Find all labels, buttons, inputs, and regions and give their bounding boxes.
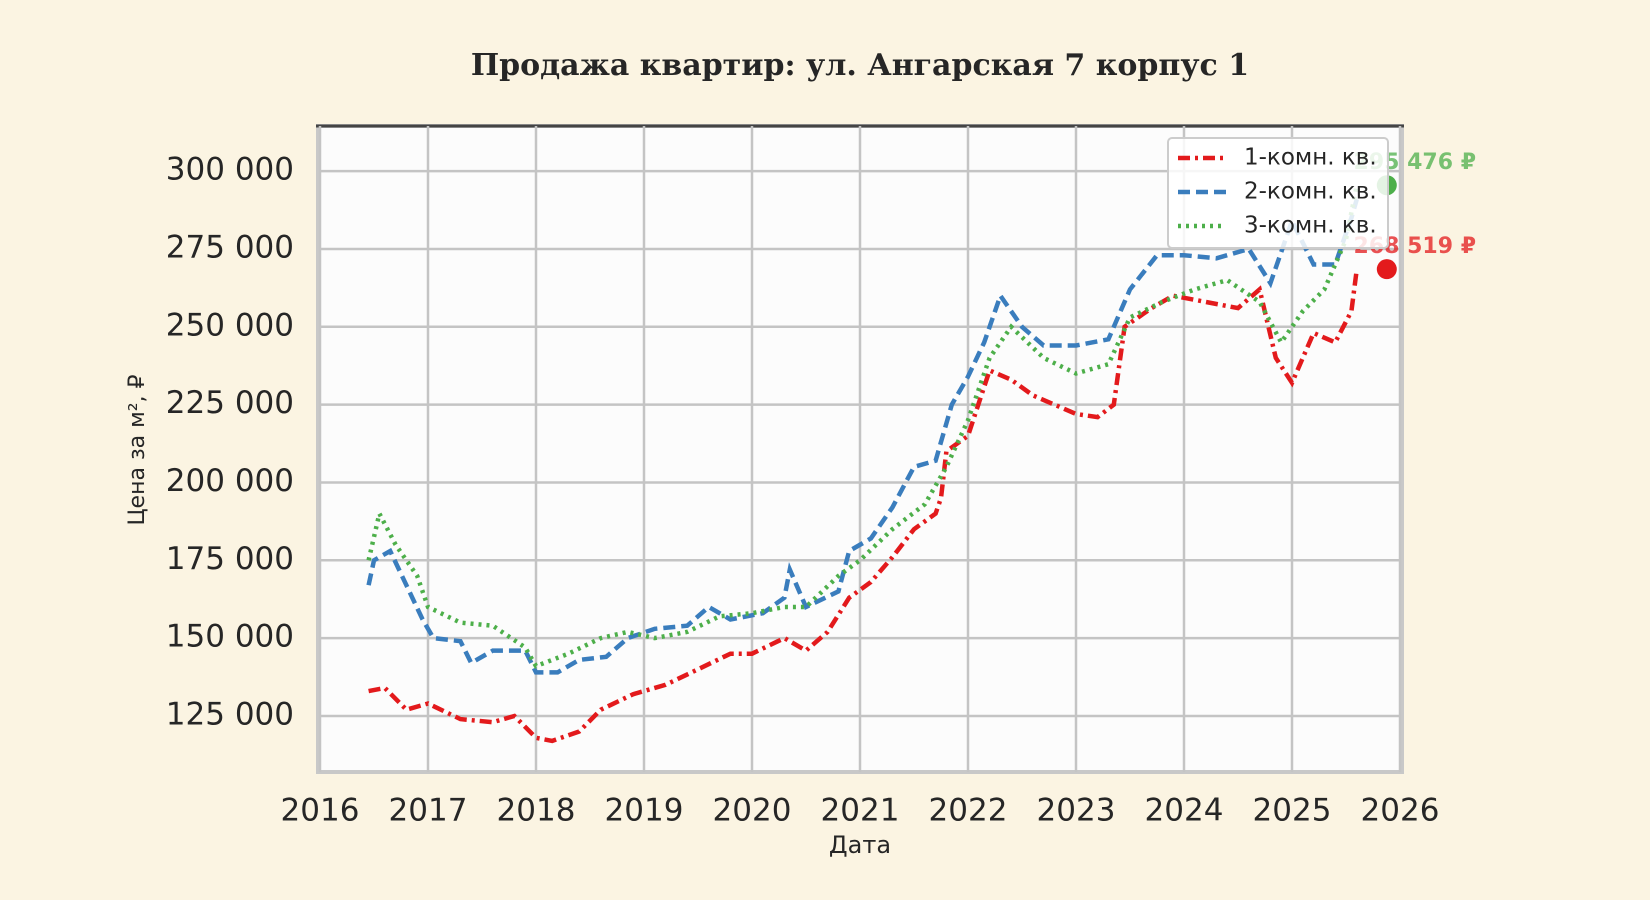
x-tick-label: 2020 [713, 793, 792, 829]
x-axis-label: Дата [829, 831, 891, 859]
y-axis-label: Цена за м², ₽ [125, 374, 150, 525]
legend-label: 1-комн. кв. [1244, 145, 1377, 171]
chart-title: Продажа квартир: ул. Ангарская 7 корпус … [471, 48, 1249, 83]
x-tick-label: 2017 [389, 793, 468, 829]
end-point [1376, 259, 1397, 280]
x-tick-label: 2022 [929, 793, 1008, 829]
series-line [368, 268, 1360, 744]
y-tick-label: 300 000 [166, 152, 294, 188]
y-tick-label: 200 000 [166, 463, 294, 499]
x-tick-label: 2016 [281, 793, 360, 829]
y-tick-label: 125 000 [166, 696, 294, 732]
y-tick-label: 225 000 [166, 385, 294, 421]
legend-label: 3-комн. кв. [1244, 213, 1377, 239]
legend-box [1167, 137, 1389, 249]
x-tick-label: 2023 [1037, 793, 1116, 829]
x-tick-label: 2026 [1361, 793, 1440, 829]
y-tick-label: 275 000 [166, 229, 294, 265]
x-tick-label: 2021 [821, 793, 900, 829]
y-tick-label: 250 000 [166, 307, 294, 343]
legend-label: 2-комн. кв. [1244, 179, 1377, 205]
x-tick-label: 2024 [1145, 793, 1224, 829]
x-tick-label: 2025 [1253, 793, 1332, 829]
x-tick-label: 2019 [605, 793, 684, 829]
y-tick-label: 175 000 [166, 541, 294, 577]
y-tick-label: 150 000 [166, 619, 294, 655]
x-tick-label: 2018 [497, 793, 576, 829]
